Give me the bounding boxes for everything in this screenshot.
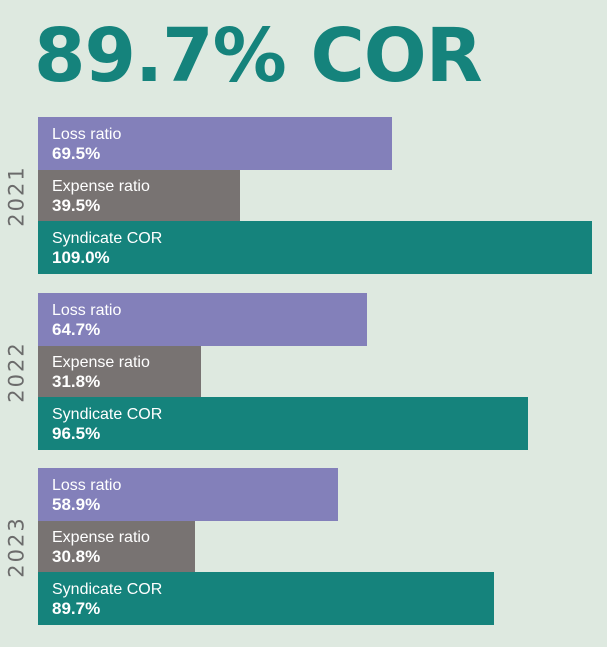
year-label: 2022 bbox=[5, 340, 30, 403]
expense-ratio-bar: Expense ratio 30.8% bbox=[38, 521, 195, 572]
year-label: 2023 bbox=[5, 515, 30, 578]
bar-value: 109.0% bbox=[52, 248, 110, 267]
expense-ratio-bar: Expense ratio 31.8% bbox=[38, 346, 201, 397]
bar-label: Syndicate COR bbox=[52, 230, 163, 247]
year-group-2022: 2022 Loss ratio 64.7% Expense ratio 31.8… bbox=[0, 293, 607, 450]
bar-value: 31.8% bbox=[52, 372, 101, 391]
bar-value: 89.7% bbox=[52, 599, 101, 618]
loss-ratio-bar: Loss ratio 58.9% bbox=[38, 468, 338, 521]
bar-label: Expense ratio bbox=[52, 354, 150, 371]
bar-value: 96.5% bbox=[52, 424, 101, 443]
bar-label: Expense ratio bbox=[52, 178, 150, 195]
loss-ratio-bar: Loss ratio 69.5% bbox=[38, 117, 392, 170]
syndicate-cor-bar: Syndicate COR 109.0% bbox=[38, 221, 592, 274]
syndicate-cor-bar: Syndicate COR 89.7% bbox=[38, 572, 494, 625]
headline-title: 89.7% COR bbox=[34, 13, 483, 99]
bar-label: Loss ratio bbox=[52, 302, 122, 319]
bar-value: 30.8% bbox=[52, 547, 101, 566]
year-group-2023: 2023 Loss ratio 58.9% Expense ratio 30.8… bbox=[0, 468, 607, 625]
expense-ratio-bar: Expense ratio 39.5% bbox=[38, 170, 240, 221]
bar-label: Syndicate COR bbox=[52, 406, 163, 423]
bar-label: Expense ratio bbox=[52, 529, 150, 546]
year-group-2021: 2021 Loss ratio 69.5% Expense ratio 39.5… bbox=[0, 117, 607, 274]
loss-ratio-bar: Loss ratio 64.7% bbox=[38, 293, 367, 346]
bar-value: 39.5% bbox=[52, 196, 101, 215]
year-label: 2021 bbox=[5, 164, 30, 227]
bar-label: Syndicate COR bbox=[52, 581, 163, 598]
syndicate-cor-bar: Syndicate COR 96.5% bbox=[38, 397, 528, 450]
bar-value: 58.9% bbox=[52, 495, 101, 514]
bar-label: Loss ratio bbox=[52, 477, 122, 494]
bar-value: 64.7% bbox=[52, 320, 101, 339]
bar-label: Loss ratio bbox=[52, 126, 122, 143]
bar-value: 69.5% bbox=[52, 144, 101, 163]
